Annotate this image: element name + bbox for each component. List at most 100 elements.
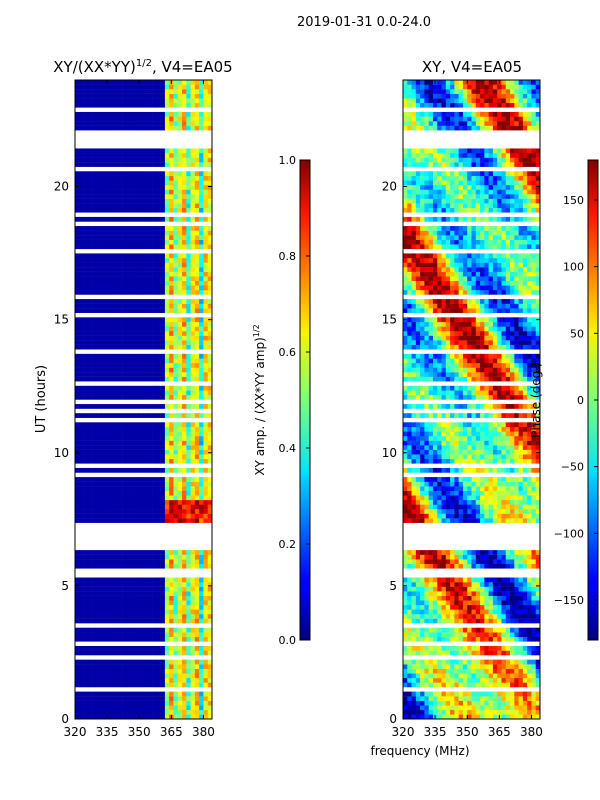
heatmap-cell: [126, 394, 131, 400]
heatmap-cell: [164, 394, 170, 400]
heatmap-cell: [134, 664, 140, 669]
heatmap-cell: [147, 705, 153, 711]
heatmap-cell: [522, 664, 528, 669]
heatmap-cell: [207, 262, 213, 268]
heatmap-cell: [113, 518, 119, 523]
heatmap-cell: [79, 385, 84, 391]
heatmap-cell: [445, 586, 451, 592]
heatmap-cell: [122, 235, 127, 240]
heatmap-cell: [177, 344, 183, 350]
heatmap-cell: [203, 426, 209, 432]
heatmap-cell: [501, 604, 507, 610]
heatmap-cell: [454, 577, 459, 583]
heatmap-cell: [79, 518, 84, 523]
heatmap-cell: [83, 253, 89, 259]
heatmap-cell: [194, 175, 200, 181]
heatmap-cell: [182, 326, 187, 332]
heatmap-cell: [424, 627, 429, 633]
heatmap-cell: [450, 518, 455, 523]
heatmap-cell: [190, 230, 196, 236]
heatmap-cell: [122, 216, 127, 222]
heatmap-cell: [156, 184, 161, 190]
heatmap-cell: [79, 618, 84, 624]
heatmap-cell: [190, 153, 196, 158]
heatmap-cell: [113, 449, 119, 455]
heatmap-cell: [186, 486, 191, 491]
heatmap-cell: [424, 550, 429, 555]
heatmap-cell: [139, 600, 144, 606]
heatmap-cell: [432, 677, 438, 683]
heatmap-cell: [134, 673, 140, 679]
heatmap-cell: [475, 477, 481, 482]
heatmap-cell: [428, 705, 434, 711]
heatmap-cell: [420, 609, 425, 615]
heatmap-cell: [199, 331, 204, 336]
heatmap-cell: [182, 632, 187, 638]
heatmap-cell: [424, 454, 429, 460]
heatmap-cell: [104, 645, 110, 651]
heatmap-cell: [139, 604, 144, 610]
heatmap-cell: [134, 591, 140, 596]
heatmap-cell: [428, 700, 434, 706]
heatmap-cell: [143, 499, 149, 505]
heatmap-cell: [488, 604, 494, 610]
heatmap-cell: [207, 559, 213, 565]
heatmap-cell: [100, 271, 106, 277]
heatmap-cell: [454, 495, 459, 501]
heatmap-cell: [130, 449, 136, 455]
heatmap-cell: [531, 582, 537, 587]
heatmap-cell: [143, 317, 149, 323]
heatmap-cell: [190, 344, 196, 350]
heatmap-cell: [113, 235, 119, 240]
heatmap-cell: [87, 194, 93, 199]
heatmap-cell: [152, 198, 157, 204]
heatmap-cell: [126, 180, 131, 186]
heatmap-cell: [113, 682, 119, 688]
heatmap-cell: [182, 253, 187, 259]
heatmap-cell: [96, 289, 101, 295]
heatmap-cell: [186, 317, 191, 323]
heatmap-cell: [415, 632, 421, 638]
heatmap-cell: [122, 604, 127, 610]
heatmap-cell: [173, 157, 179, 163]
heatmap-cell: [160, 563, 166, 569]
heatmap-cell: [134, 691, 140, 697]
heatmap-cell: [92, 89, 97, 94]
heatmap-cell: [143, 175, 149, 181]
heatmap-cell: [527, 650, 532, 656]
heatmap-cell: [79, 235, 84, 240]
heatmap-cell: [160, 340, 166, 345]
heatmap-cell: [471, 645, 477, 651]
heatmap-cell: [130, 98, 136, 104]
heatmap-cell: [177, 194, 183, 199]
heatmap-cell: [139, 385, 144, 391]
heatmap-cell: [182, 614, 187, 619]
heatmap-cell: [182, 235, 187, 240]
heatmap-cell: [92, 696, 97, 701]
heatmap-cell: [186, 650, 191, 656]
heatmap-cell: [117, 271, 123, 277]
heatmap-cell: [160, 84, 166, 90]
heatmap-cell: [437, 709, 442, 715]
heatmap-cell: [122, 677, 127, 683]
heatmap-cell: [122, 239, 127, 245]
heatmap-cell: [510, 550, 515, 555]
heatmap-cell: [83, 207, 89, 213]
heatmap-cell: [518, 614, 524, 619]
heatmap-cell: [415, 696, 421, 701]
heatmap-cell: [92, 372, 97, 377]
heatmap-cell: [407, 563, 412, 569]
heatmap-cell: [445, 659, 451, 665]
heatmap-cell: [169, 148, 174, 154]
heatmap-cell: [203, 673, 209, 679]
heatmap-cell: [139, 171, 144, 177]
heatmap-cell: [531, 618, 537, 624]
heatmap-cell: [100, 499, 106, 505]
heatmap-cell: [190, 650, 196, 656]
heatmap-cell: [203, 563, 209, 569]
heatmap-cell: [182, 426, 187, 432]
heatmap-cell: [92, 513, 97, 519]
heatmap-cell: [164, 308, 170, 313]
heatmap-cell: [113, 481, 119, 487]
